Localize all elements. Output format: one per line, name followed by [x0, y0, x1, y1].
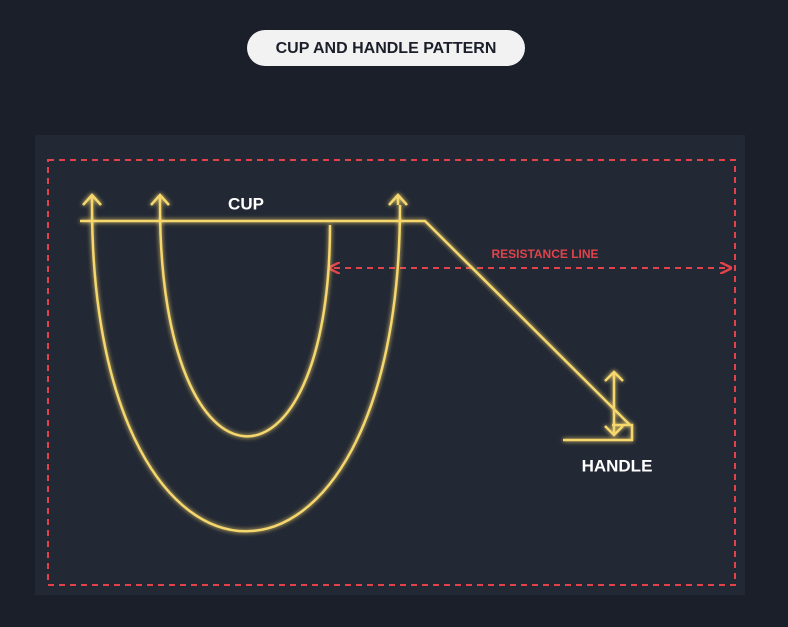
plot-panel: [35, 135, 745, 595]
arrow-up: [150, 193, 170, 206]
pattern-frame: [47, 159, 736, 586]
pattern-overlay: [80, 193, 634, 533]
handle-bracket: [563, 423, 634, 442]
chart-title: CUP AND HANDLE PATTERN: [276, 40, 497, 57]
cup-outer: [90, 204, 402, 533]
arrow-up: [388, 193, 408, 206]
cup-label: CUP: [228, 194, 264, 213]
arrow-up: [82, 193, 102, 206]
handle-arrow: [604, 370, 624, 437]
resistance-label: RESISTANCE LINE: [491, 247, 598, 261]
rim-line: [80, 219, 631, 426]
cup-inner: [158, 204, 332, 438]
title-pill: [247, 30, 525, 66]
handle-label: HANDLE: [582, 456, 653, 475]
